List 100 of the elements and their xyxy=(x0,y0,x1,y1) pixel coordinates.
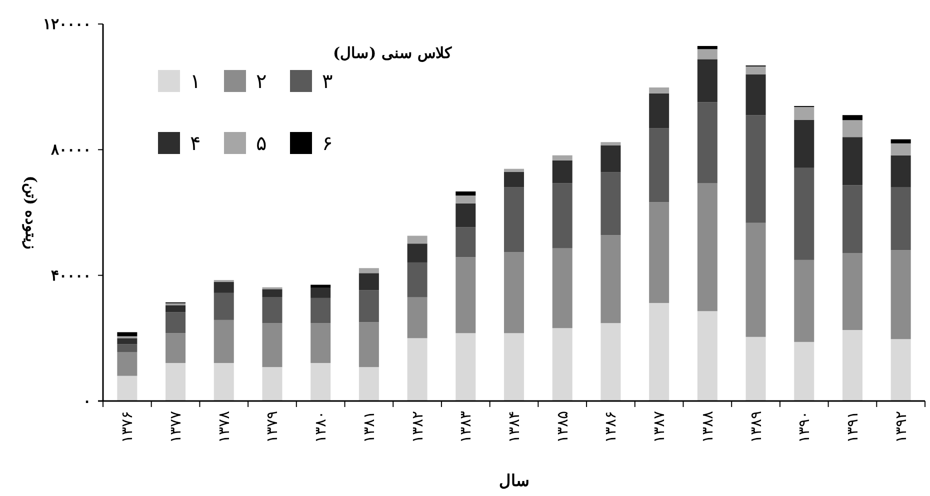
x-tick-label: ۱۳۹۰ xyxy=(795,411,814,443)
bar xyxy=(166,333,186,363)
bar xyxy=(504,172,524,188)
bar xyxy=(456,196,476,204)
legend-label: ۱ xyxy=(190,69,201,93)
x-tick-label: ۱۳۸۹ xyxy=(746,411,765,443)
bar xyxy=(407,338,428,401)
x-tick-label: ۱۳۸۳ xyxy=(456,411,475,443)
bar xyxy=(890,139,911,144)
bar xyxy=(842,185,862,254)
x-tick-label: ۱۳۸۴ xyxy=(505,411,523,443)
bar xyxy=(117,332,138,336)
bar xyxy=(407,236,428,244)
x-tick-label: ۱۳۸۱ xyxy=(360,411,378,443)
legend-label: ۵ xyxy=(256,131,267,155)
bar xyxy=(310,288,331,298)
x-axis-title: سال xyxy=(499,471,529,490)
bar xyxy=(166,362,186,401)
bar xyxy=(214,362,234,401)
bar xyxy=(794,342,814,401)
bar xyxy=(504,252,524,334)
bar xyxy=(890,155,911,188)
bar xyxy=(504,333,524,401)
x-tick-label: ۱۳۸۷ xyxy=(650,411,668,443)
bar xyxy=(649,93,670,128)
bar xyxy=(504,187,524,252)
bar xyxy=(166,312,186,334)
bar xyxy=(600,142,621,146)
bar xyxy=(794,168,814,260)
bar xyxy=(166,305,186,312)
bar xyxy=(358,268,379,274)
bar xyxy=(456,191,476,196)
bar xyxy=(117,352,138,376)
bar xyxy=(552,328,572,401)
bar xyxy=(358,367,379,401)
bar xyxy=(842,137,862,186)
legend-label: ۲ xyxy=(256,69,267,93)
bar xyxy=(262,289,282,298)
x-tick-label: ۱۳۸۶ xyxy=(602,411,620,443)
legend-label: ۳ xyxy=(322,69,333,93)
bar xyxy=(358,273,379,290)
bar xyxy=(649,202,670,303)
bar xyxy=(407,262,428,298)
bar xyxy=(600,172,621,236)
bar xyxy=(842,330,862,401)
x-tick-label: ۱۳۸۰ xyxy=(312,411,330,443)
legend-label: ۴ xyxy=(190,131,201,155)
bar xyxy=(310,362,331,401)
x-tick-label: ۱۳۷۷ xyxy=(166,411,185,443)
bar xyxy=(552,155,572,160)
bar xyxy=(552,183,572,248)
bar xyxy=(117,376,138,401)
bar xyxy=(890,339,911,401)
bar xyxy=(697,183,718,312)
bar xyxy=(310,298,331,324)
bar xyxy=(890,143,911,156)
bar xyxy=(117,344,138,352)
bar xyxy=(552,160,572,184)
bar xyxy=(456,333,476,401)
legend-title: کلاس سنی (سال) xyxy=(333,44,453,62)
bar xyxy=(794,120,814,168)
bar xyxy=(310,323,331,363)
x-tick-label: ۱۳۹۲ xyxy=(892,411,910,443)
bar xyxy=(746,74,766,116)
y-axis-title: زیتوده (تن) xyxy=(22,176,40,250)
bar xyxy=(456,227,476,258)
bar xyxy=(552,248,572,328)
x-tick-label: ۱۳۹۱ xyxy=(843,411,862,443)
y-tick-label: ۱۲۰۰۰۰ xyxy=(43,15,91,33)
bar xyxy=(310,284,331,288)
bar xyxy=(504,168,524,172)
bar xyxy=(746,222,766,337)
bar xyxy=(649,87,670,94)
bar xyxy=(407,297,428,338)
bar xyxy=(794,260,814,342)
bar xyxy=(600,145,621,172)
x-tick-label: ۱۳۷۶ xyxy=(118,411,136,443)
y-tick-label: ۰ xyxy=(83,392,91,410)
bar xyxy=(746,66,766,74)
bar xyxy=(456,203,476,228)
bar xyxy=(746,115,766,223)
bar xyxy=(117,338,138,344)
bar xyxy=(697,46,718,50)
bar xyxy=(649,128,670,202)
bar xyxy=(697,49,718,60)
x-tick-label: ۱۳۸۸ xyxy=(698,411,716,443)
bar xyxy=(358,322,379,368)
bar xyxy=(407,244,428,262)
bar xyxy=(890,187,911,250)
bar xyxy=(697,59,718,102)
bar xyxy=(697,102,718,184)
bar xyxy=(697,311,718,401)
bar xyxy=(649,302,670,401)
x-tick-label: ۱۳۸۵ xyxy=(553,411,572,443)
bar xyxy=(214,320,234,363)
bar xyxy=(214,282,234,293)
y-tick-label: ۸۰۰۰۰ xyxy=(50,140,91,159)
bar xyxy=(262,367,282,401)
bar xyxy=(600,323,621,401)
bar xyxy=(456,257,476,334)
